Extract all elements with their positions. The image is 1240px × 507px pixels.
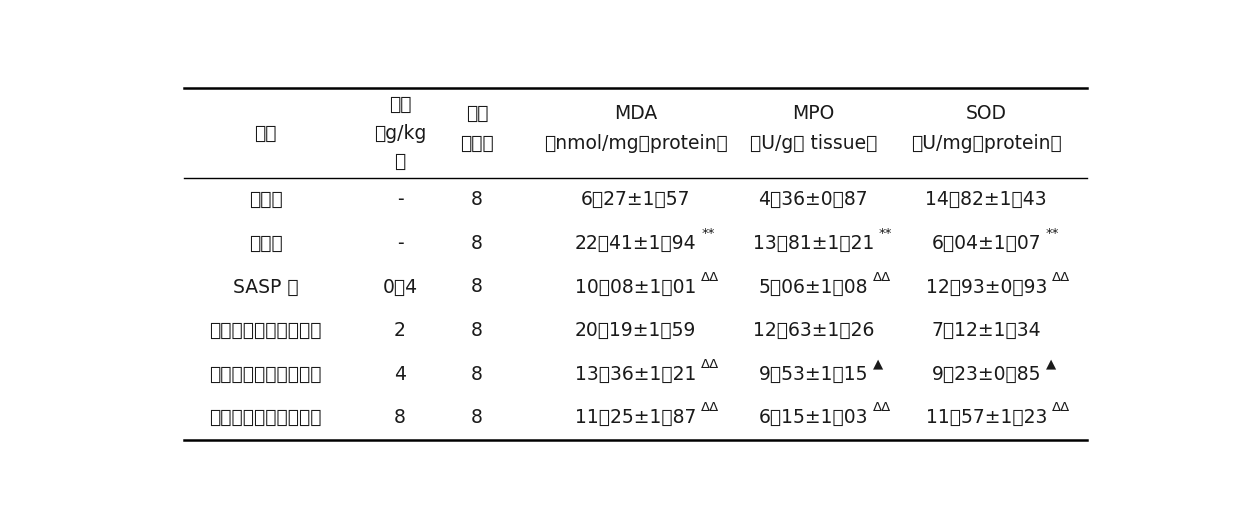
Text: 模型组: 模型组 xyxy=(249,234,283,253)
Text: SOD: SOD xyxy=(966,104,1007,123)
Text: 11．25±1．87: 11．25±1．87 xyxy=(575,408,696,427)
Text: 12．63±1．26: 12．63±1．26 xyxy=(753,321,874,340)
Text: 9．53±1．15: 9．53±1．15 xyxy=(759,365,868,384)
Text: 叉分蓼醇提物低剂量组: 叉分蓼醇提物低剂量组 xyxy=(210,321,321,340)
Text: （只）: （只） xyxy=(460,134,494,153)
Text: SASP 组: SASP 组 xyxy=(233,277,299,297)
Text: **: ** xyxy=(701,227,714,240)
Text: 5．06±1．08: 5．06±1．08 xyxy=(759,277,868,297)
Text: ΔΔ: ΔΔ xyxy=(873,402,892,414)
Text: 8: 8 xyxy=(471,234,482,253)
Text: 叉分蓼醇提物高剂量组: 叉分蓼醇提物高剂量组 xyxy=(210,408,321,427)
Text: 8: 8 xyxy=(471,277,482,297)
Text: 4: 4 xyxy=(394,365,405,384)
Text: MDA: MDA xyxy=(614,104,657,123)
Text: ▲: ▲ xyxy=(873,358,883,371)
Text: ΔΔ: ΔΔ xyxy=(1052,402,1070,414)
Text: （nmol/mg．protein）: （nmol/mg．protein） xyxy=(543,134,728,153)
Text: 6．27±1．57: 6．27±1．57 xyxy=(580,190,691,209)
Text: **: ** xyxy=(879,227,893,240)
Text: 正常组: 正常组 xyxy=(249,190,283,209)
Text: ）: ） xyxy=(394,152,405,171)
Text: -: - xyxy=(397,234,403,253)
Text: 14．82±1．43: 14．82±1．43 xyxy=(925,190,1047,209)
Text: 鼠数: 鼠数 xyxy=(466,104,489,123)
Text: （g/kg: （g/kg xyxy=(374,124,427,142)
Text: ▲: ▲ xyxy=(1045,358,1056,371)
Text: 叉分蓼醇提物中剂量组: 叉分蓼醇提物中剂量组 xyxy=(210,365,321,384)
Text: 7．12±1．34: 7．12±1．34 xyxy=(931,321,1042,340)
Text: -: - xyxy=(397,190,403,209)
Text: ΔΔ: ΔΔ xyxy=(701,402,719,414)
Text: 8: 8 xyxy=(394,408,405,427)
Text: （U/g． tissue）: （U/g． tissue） xyxy=(750,134,877,153)
Text: 剂量: 剂量 xyxy=(389,95,412,114)
Text: 组别: 组别 xyxy=(254,124,277,142)
Text: 8: 8 xyxy=(471,408,482,427)
Text: 8: 8 xyxy=(471,321,482,340)
Text: **: ** xyxy=(1045,227,1059,240)
Text: 11．57±1．23: 11．57±1．23 xyxy=(925,408,1047,427)
Text: 9．23±0．85: 9．23±0．85 xyxy=(931,365,1042,384)
Text: ΔΔ: ΔΔ xyxy=(873,271,892,284)
Text: 6．04±1．07: 6．04±1．07 xyxy=(931,234,1042,253)
Text: 10．08±1．01: 10．08±1．01 xyxy=(575,277,696,297)
Text: 22．41±1．94: 22．41±1．94 xyxy=(574,234,697,253)
Text: 4．36±0．87: 4．36±0．87 xyxy=(759,190,868,209)
Text: （U/mg．protein）: （U/mg．protein） xyxy=(911,134,1061,153)
Text: 13．81±1．21: 13．81±1．21 xyxy=(753,234,874,253)
Text: ΔΔ: ΔΔ xyxy=(701,271,719,284)
Text: ΔΔ: ΔΔ xyxy=(1052,271,1070,284)
Text: 6．15±1．03: 6．15±1．03 xyxy=(759,408,868,427)
Text: 12．93±0．93: 12．93±0．93 xyxy=(925,277,1047,297)
Text: 8: 8 xyxy=(471,365,482,384)
Text: 13．36±1．21: 13．36±1．21 xyxy=(575,365,696,384)
Text: 2: 2 xyxy=(394,321,405,340)
Text: 0．4: 0．4 xyxy=(382,277,418,297)
Text: 8: 8 xyxy=(471,190,482,209)
Text: MPO: MPO xyxy=(792,104,835,123)
Text: 20．19±1．59: 20．19±1．59 xyxy=(575,321,696,340)
Text: ΔΔ: ΔΔ xyxy=(701,358,719,371)
